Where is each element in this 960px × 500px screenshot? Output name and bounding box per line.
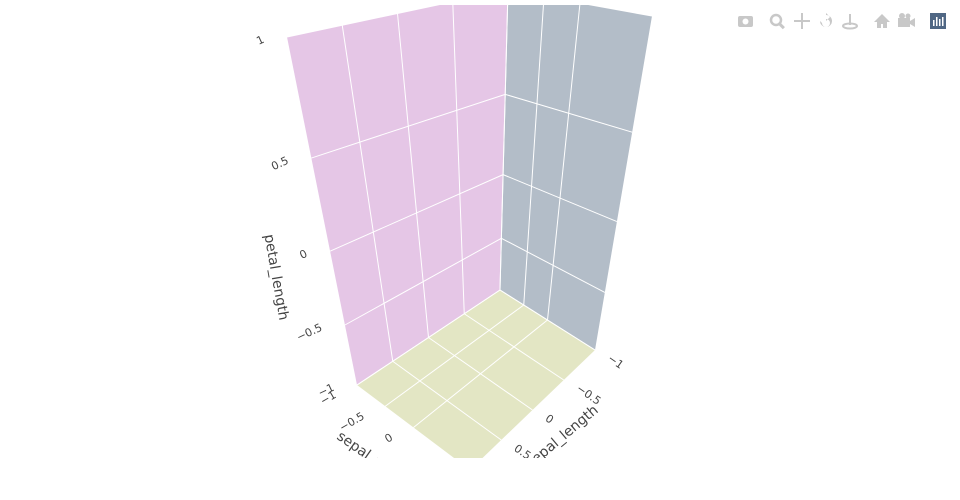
camera-button[interactable] — [738, 16, 753, 27]
grid-line — [499, 5, 509, 291]
home-button[interactable] — [874, 14, 890, 28]
z-tick-label: 0 — [298, 247, 310, 262]
wall-yz — [500, 5, 652, 350]
camera-view-button[interactable] — [898, 13, 915, 27]
grid-line — [452, 5, 465, 314]
y-tick-label: 0 — [543, 412, 556, 427]
grid-line — [428, 337, 533, 411]
y-axis-title: sepal_length — [523, 402, 601, 471]
grid-line — [523, 5, 544, 306]
wall-xz — [287, 5, 508, 385]
plotly-logo[interactable] — [930, 13, 946, 29]
floor-xy — [357, 290, 595, 458]
z-tick-label: 1 — [254, 33, 266, 48]
y-tick-label: 0.5 — [512, 442, 534, 463]
orbit-button[interactable] — [820, 13, 832, 27]
grid-line — [588, 5, 653, 17]
x-axis-title: sepal_width — [334, 428, 411, 489]
grid-line — [499, 289, 596, 351]
grid-line — [392, 360, 502, 441]
z-axis-title: petal_length — [260, 233, 291, 322]
turntable-button[interactable] — [842, 14, 858, 30]
z-tick-label: −0.5 — [294, 321, 324, 344]
z-tick-label: −1 — [316, 381, 336, 400]
zoom-button[interactable] — [769, 13, 785, 30]
pan-button[interactable] — [794, 13, 810, 29]
scene: −1−0.500.51−1−0.50−1−0.500.5petal_length… — [254, 5, 653, 489]
y-tick-label: −1 — [605, 352, 626, 372]
grid-line — [397, 13, 429, 338]
grid-line — [547, 5, 581, 321]
z-tick-label: 0.5 — [269, 154, 290, 173]
x-tick-label: 0 — [382, 431, 395, 446]
grid-line — [341, 25, 394, 362]
grid-line — [463, 313, 565, 381]
modebar — [738, 13, 946, 30]
